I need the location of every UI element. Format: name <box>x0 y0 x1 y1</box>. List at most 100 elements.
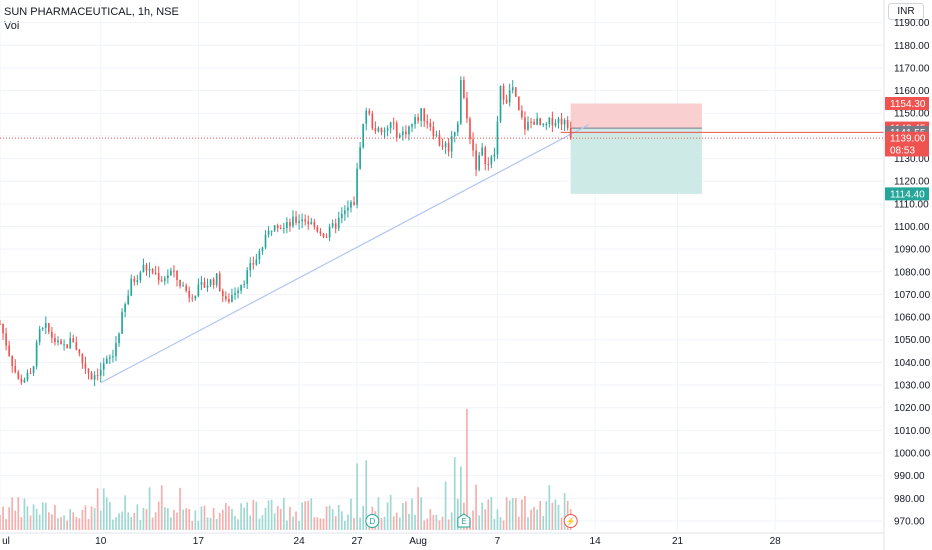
currency-button[interactable]: INR <box>888 3 924 20</box>
volume-bar <box>240 503 242 530</box>
candle-body <box>466 97 468 119</box>
candle-body <box>435 134 438 136</box>
volume-bar <box>130 516 133 530</box>
candle-body <box>218 273 221 291</box>
candle-body <box>316 226 319 232</box>
candle-body <box>423 108 426 122</box>
candle-body <box>26 372 29 380</box>
candle-body <box>313 222 316 227</box>
candle-body <box>90 373 93 380</box>
earnings-event-icon[interactable]: E <box>457 513 471 528</box>
volume-bar <box>215 518 218 530</box>
volume-bar <box>563 493 566 530</box>
time-axis[interactable]: ul 10 17 24 27 Aug 7 14 21 28 <box>0 532 884 547</box>
earnings-label: E <box>461 517 466 526</box>
volume-bar <box>502 520 505 530</box>
price-axis[interactable]: 970.00 980.00 990.00 1000.00 1010.00 1020.00 1… <box>883 0 931 550</box>
split-event-icon[interactable]: ⚡ <box>563 514 578 528</box>
volume-bar <box>438 520 441 530</box>
candle-body <box>359 147 361 169</box>
y-tick-label: 1100.00 <box>894 222 930 233</box>
candle-body <box>438 134 441 146</box>
volume-bar <box>554 499 557 530</box>
volume-bar <box>420 497 423 530</box>
candle-body <box>35 342 38 367</box>
volume-bar <box>435 514 438 530</box>
candle-body <box>145 264 148 271</box>
candle-body <box>362 123 365 148</box>
candle-body <box>84 363 87 369</box>
candle-body <box>136 280 139 282</box>
candle-body <box>176 270 178 281</box>
volume-bar <box>249 515 252 530</box>
candle-body <box>63 344 65 346</box>
y-tick-label: 1180.00 <box>894 41 930 52</box>
candle-body <box>405 131 407 135</box>
candle-body <box>554 122 557 126</box>
candle-body <box>469 118 471 140</box>
candle-body <box>356 168 358 205</box>
candle-body <box>14 366 17 373</box>
stop-loss-zone <box>570 103 702 129</box>
volume-bar <box>121 511 123 530</box>
volume-bar <box>60 517 62 530</box>
volume-bar <box>331 509 334 530</box>
candle-body <box>99 369 102 376</box>
candle-body <box>463 80 465 98</box>
volume-bar <box>273 513 276 530</box>
horizontal-line-layer[interactable] <box>0 131 884 139</box>
volume-bar <box>99 510 102 530</box>
candle-body <box>472 139 474 151</box>
volume-bar <box>447 519 450 530</box>
dividend-event-icon[interactable]: D <box>365 514 380 528</box>
volume-bar <box>243 507 245 530</box>
candle-body <box>353 202 355 205</box>
candle-body <box>539 118 542 125</box>
volume-bar <box>432 515 435 530</box>
volume-bar <box>258 518 261 530</box>
candle-body <box>414 117 416 125</box>
candle-body <box>383 130 386 133</box>
price-label-bg <box>885 97 929 111</box>
volume-bar <box>142 507 145 530</box>
volume-bar <box>78 518 81 530</box>
volume-bar <box>313 517 316 530</box>
volume-bar <box>23 498 26 530</box>
candle-body <box>456 123 459 133</box>
volume-bar <box>72 512 75 530</box>
volume-bar <box>252 499 255 530</box>
candle-body <box>69 338 72 349</box>
volume-bar <box>200 506 203 530</box>
volume-bar <box>218 512 221 530</box>
volume-bar <box>145 508 148 530</box>
volume-bar <box>267 500 270 530</box>
candle-body <box>5 333 7 346</box>
volume-bar <box>221 509 224 530</box>
trendline[interactable] <box>100 124 590 384</box>
candle-body <box>243 283 245 285</box>
volume-bar <box>17 497 20 530</box>
volume-bars <box>0 408 572 530</box>
volume-bar <box>255 501 258 530</box>
volume-bar <box>347 514 349 530</box>
candle-body <box>23 379 26 383</box>
y-tick-label: 1080.00 <box>894 267 931 278</box>
volume-bar <box>484 509 487 530</box>
volume-bar <box>191 520 194 530</box>
volume-bar <box>478 515 480 530</box>
volume-bar <box>551 502 554 530</box>
volume-bar <box>499 517 502 530</box>
candle-body <box>298 221 300 223</box>
candle-body <box>325 236 328 238</box>
volume-bar <box>386 502 389 530</box>
volume-bar <box>75 516 78 530</box>
volume-bar <box>163 507 166 530</box>
candle-body <box>408 126 410 135</box>
volume-bar <box>133 512 136 530</box>
trendline-layer[interactable] <box>100 124 590 384</box>
volume-bar <box>276 506 279 530</box>
candle-body <box>322 233 325 237</box>
candle-body <box>499 85 502 122</box>
candle-body <box>182 285 184 287</box>
